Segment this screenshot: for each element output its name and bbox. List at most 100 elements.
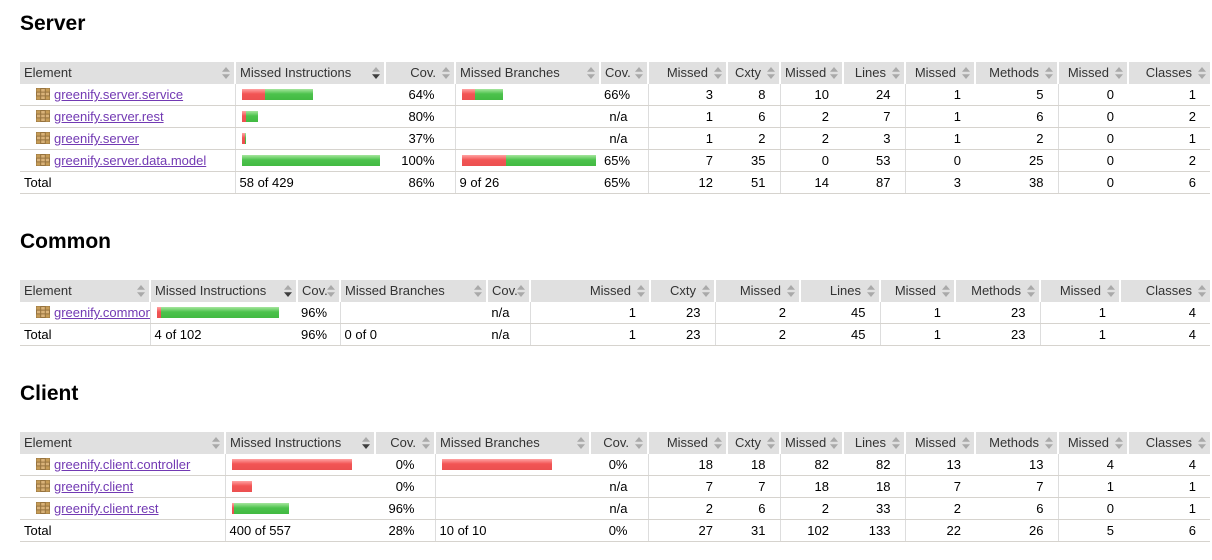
column-header-cxty[interactable]: Cxty	[726, 62, 780, 84]
column-header-classes[interactable]: Classes	[1119, 280, 1210, 302]
element-cell: greenify.client	[20, 475, 225, 498]
missed-lines-cell: 2	[779, 105, 843, 128]
missed-bar-segment	[441, 459, 552, 470]
package-link[interactable]: greenify.server	[54, 131, 140, 146]
sort-icon	[422, 437, 430, 449]
missed-classes-cell: 0	[1057, 149, 1128, 172]
column-header-missed-instructions[interactable]: Missed Instructions	[234, 62, 385, 84]
branches-coverage-cell: 0%	[590, 454, 648, 476]
section-client: Client Element Missed Instructions Cov. Mis…	[20, 382, 1210, 542]
column-header-lines[interactable]: Lines	[799, 280, 880, 302]
column-header-missed[interactable]: Missed	[779, 62, 843, 84]
cxty-cell: 18	[727, 454, 780, 476]
column-header-missed[interactable]: Missed	[1039, 280, 1120, 302]
package-icon	[36, 132, 50, 144]
column-header-classes[interactable]: Classes	[1127, 432, 1210, 454]
instructions-coverage-cell: 37%	[385, 127, 455, 150]
missed-classes-cell: 0	[1057, 84, 1128, 106]
element-cell: greenify.client.controller	[20, 454, 225, 476]
column-header-cov[interactable]: Cov.	[589, 432, 648, 454]
column-header-label: Missed	[894, 283, 936, 298]
column-header-missed[interactable]: Missed	[529, 280, 650, 302]
column-header-label: Missed	[785, 65, 827, 80]
column-header-label: Missed	[785, 435, 827, 450]
total-methods-cell: 26	[975, 519, 1058, 542]
column-header-cxty[interactable]: Cxty	[649, 280, 715, 302]
column-header-cov[interactable]: Cov.	[599, 62, 648, 84]
table-row: greenify.client.rest 96% n/a 2 6 2 33 2 6 0 1	[20, 497, 1210, 520]
coverage-bar	[231, 481, 372, 492]
sort-icon	[1115, 437, 1123, 449]
column-header-missed-branches[interactable]: Missed Branches	[454, 62, 600, 84]
coverage-bar	[441, 459, 587, 470]
total-branches-coverage-cell: n/a	[487, 323, 530, 346]
coverage-bar	[241, 155, 382, 166]
column-header-missed[interactable]: Missed	[647, 62, 727, 84]
column-header-missed[interactable]: Missed	[779, 432, 843, 454]
missed-cxty-cell: 1	[647, 105, 727, 128]
column-header-label: Cov.	[492, 283, 518, 298]
total-row: Total 58 of 429 86% 9 of 26 65% 12 51 14 87 3 38 0 6	[20, 171, 1210, 194]
total-missed-instructions-cell: 400 of 557	[224, 519, 375, 542]
column-header-label: Missed	[1059, 283, 1101, 298]
total-missed-classes-cell: 0	[1057, 171, 1128, 194]
lines-cell: 33	[843, 497, 905, 520]
package-link[interactable]: greenify.server.data.model	[54, 153, 207, 168]
column-header-missed[interactable]: Missed	[1057, 432, 1128, 454]
package-link[interactable]: greenify.client	[54, 479, 134, 494]
missed-bar-segment	[231, 459, 352, 470]
missed-lines-cell: 0	[779, 149, 843, 172]
total-cxty-cell: 23	[650, 323, 715, 346]
lines-cell: 3	[843, 127, 905, 150]
column-header-element[interactable]: Element	[20, 62, 235, 84]
package-link[interactable]: greenify.server.service	[54, 87, 184, 102]
lines-cell: 45	[800, 302, 880, 324]
column-header-missed[interactable]: Missed	[714, 280, 800, 302]
column-header-label: Cov.	[603, 435, 629, 450]
methods-cell: 7	[975, 475, 1058, 498]
missed-lines-cell: 18	[779, 475, 843, 498]
column-header-missed[interactable]: Missed	[1057, 62, 1128, 84]
missed-lines-cell: 2	[714, 302, 800, 324]
column-header-missed[interactable]: Missed	[647, 432, 727, 454]
missed-lines-cell: 82	[779, 454, 843, 476]
branches-coverage-cell: n/a	[590, 475, 648, 498]
instructions-coverage-cell: 96%	[297, 302, 340, 324]
column-header-missed-instructions[interactable]: Missed Instructions	[224, 432, 375, 454]
column-header-missed-branches[interactable]: Missed Branches	[434, 432, 590, 454]
column-header-element[interactable]: Element	[20, 432, 225, 454]
package-link[interactable]: greenify.common	[54, 305, 150, 320]
sort-icon	[787, 285, 795, 297]
column-header-methods[interactable]: Methods	[954, 280, 1040, 302]
column-header-cov[interactable]: Cov.	[486, 280, 530, 302]
methods-cell: 5	[975, 84, 1058, 106]
column-header-methods[interactable]: Methods	[974, 432, 1058, 454]
column-header-missed[interactable]: Missed	[904, 432, 975, 454]
column-header-missed[interactable]: Missed	[904, 62, 975, 84]
total-cxty-cell: 31	[727, 519, 780, 542]
column-header-methods[interactable]: Methods	[974, 62, 1058, 84]
column-header-label: Cxty	[735, 435, 761, 450]
column-header-lines[interactable]: Lines	[842, 432, 905, 454]
package-link[interactable]: greenify.client.controller	[54, 457, 191, 472]
column-header-lines[interactable]: Lines	[842, 62, 905, 84]
package-link[interactable]: greenify.server.rest	[54, 109, 164, 124]
column-header-cov[interactable]: Cov.	[374, 432, 435, 454]
package-icon	[36, 306, 50, 318]
total-missed-lines-cell: 14	[779, 171, 843, 194]
missed-branches-bar-cell	[454, 149, 600, 172]
missed-branches-bar-cell	[339, 302, 487, 324]
column-header-classes[interactable]: Classes	[1127, 62, 1210, 84]
column-header-cov[interactable]: Cov.	[296, 280, 340, 302]
column-header-element[interactable]: Element	[20, 280, 150, 302]
missed-classes-cell: 0	[1057, 105, 1128, 128]
sort-icon	[830, 67, 838, 79]
total-missed-instructions-cell: 58 of 429	[234, 171, 385, 194]
column-header-missed-branches[interactable]: Missed Branches	[339, 280, 487, 302]
column-header-cov[interactable]: Cov.	[384, 62, 455, 84]
column-header-cxty[interactable]: Cxty	[726, 432, 780, 454]
package-link[interactable]: greenify.client.rest	[54, 501, 159, 516]
column-header-missed[interactable]: Missed	[879, 280, 955, 302]
column-header-label: Methods	[989, 65, 1039, 80]
column-header-missed-instructions[interactable]: Missed Instructions	[149, 280, 297, 302]
